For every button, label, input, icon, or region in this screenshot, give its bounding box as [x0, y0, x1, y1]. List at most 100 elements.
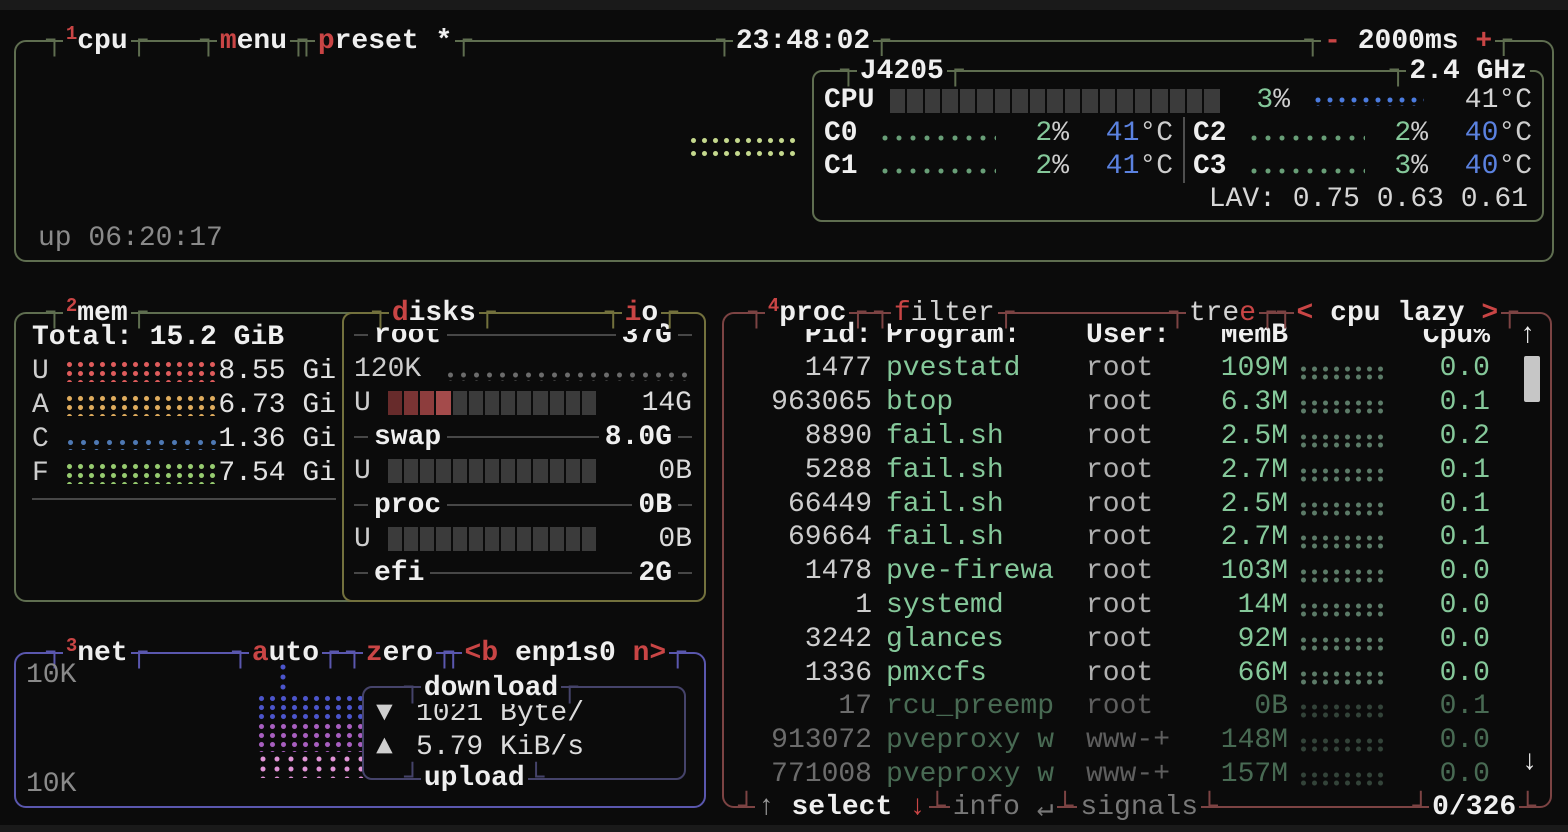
io-mode-button[interactable]: io — [605, 294, 678, 332]
process-row[interactable]: 1477 pvestatd root 109M 0.0 — [736, 352, 1540, 386]
border-stub — [131, 26, 148, 57]
core-label: C0 — [824, 118, 858, 149]
border-stub — [874, 298, 891, 329]
process-row[interactable]: 771008 pveproxy w www-+ 157M 0.0 — [736, 758, 1540, 792]
disk-used-key: U — [354, 455, 371, 487]
process-row[interactable]: 3242 glances root 92M 0.0 — [736, 622, 1540, 656]
menu-label: m enu — [216, 25, 291, 57]
column-cpu[interactable]: Cpu% — [1422, 319, 1490, 351]
core-usage-graph — [1247, 131, 1365, 146]
process-user: root — [1086, 522, 1154, 554]
download-speed-row: ▼ 1021 Byte/ — [376, 696, 674, 730]
filter-label: f ilter — [890, 297, 998, 329]
process-cpu-graph — [1298, 466, 1386, 482]
process-row[interactable]: 69664 fail.sh root 2.7M 0.1 — [736, 521, 1540, 555]
process-row[interactable]: 66449 fail.sh root 2.5M 0.1 — [736, 487, 1540, 521]
signals-button[interactable]: signals — [1077, 788, 1217, 826]
process-user: root — [1086, 589, 1154, 621]
process-cpu: 0.0 — [1439, 353, 1490, 385]
process-pid: 5288 — [804, 454, 872, 486]
disk-section-efi: efi 2G — [354, 556, 692, 590]
core-row-1-3: C1 2% 41°C C3 3% 40°C — [814, 150, 1542, 183]
net-tab-label: 3 net — [62, 635, 131, 669]
sort-next-button[interactable]: > — [1481, 297, 1499, 329]
process-row[interactable]: 8890 fail.sh root 2.5M 0.2 — [736, 420, 1540, 454]
download-speed-value: 1021 Byte/ — [416, 697, 585, 729]
process-cpu: 0.0 — [1439, 556, 1490, 588]
scroll-down-icon[interactable]: ↓ — [1521, 747, 1538, 778]
cpu-tab-label: 1 cpu — [62, 23, 131, 57]
process-pid: 17 — [838, 691, 872, 723]
column-user[interactable]: User: — [1086, 319, 1171, 351]
select-up-icon[interactable]: ↑ — [757, 791, 775, 823]
mem-free-graph — [64, 462, 218, 484]
process-row[interactable]: 1478 pve-firewa root 103M 0.0 — [736, 555, 1540, 589]
mem-available-row: A 6.73 Gi — [32, 388, 336, 422]
process-cpu-graph — [1298, 500, 1386, 516]
process-name: glances — [886, 623, 1004, 655]
uptime-text: up 06:20:17 — [38, 223, 223, 254]
border-stub — [455, 26, 472, 57]
process-cpu: 0.1 — [1439, 454, 1490, 486]
process-pid: 8890 — [804, 420, 872, 452]
core-temp: 40°C — [1464, 118, 1532, 149]
info-button[interactable]: info ↵ — [949, 788, 1074, 826]
process-row[interactable]: 17 rcu_preemp root 0B 0.1 — [736, 690, 1540, 724]
net-next-interface-button[interactable]: n> — [632, 637, 667, 669]
process-row[interactable]: 5288 fail.sh root 2.7M 0.1 — [736, 453, 1540, 487]
process-name: fail.sh — [886, 488, 1004, 520]
sort-prev-button[interactable]: < — [1296, 297, 1314, 329]
process-cpu: 0.0 — [1439, 657, 1490, 689]
process-cpu: 0.0 — [1439, 758, 1490, 790]
process-row[interactable]: 913072 pveproxy w www-+ 148M 0.0 — [736, 724, 1540, 758]
interval-increase-button[interactable]: + — [1475, 25, 1493, 57]
scroll-up-icon[interactable]: ↑ — [1519, 319, 1536, 351]
select-control[interactable]: ↑ select ↓ — [738, 788, 946, 826]
process-cpu-graph — [1298, 770, 1386, 786]
disk-size: 0B — [638, 489, 672, 521]
mem-used-value: 8.55 Gi — [218, 355, 336, 387]
disk-used-meter — [388, 459, 597, 483]
hotkey-3: 3 — [65, 635, 78, 657]
interval-decrease-button[interactable]: - — [1324, 25, 1341, 57]
process-user: root — [1086, 623, 1154, 655]
cpu-detail-box: J4205 2.4 GHz CPU 3% 41°C — [812, 55, 1544, 222]
border-stub — [1495, 26, 1512, 57]
scrollbar-thumb[interactable] — [1524, 356, 1540, 402]
cpu-total-label: CPU — [824, 85, 875, 116]
process-mem: 2.5M — [1220, 420, 1288, 452]
process-row[interactable]: 1 systemd root 14M 0.0 — [736, 589, 1540, 623]
border-stub — [1259, 298, 1276, 329]
net-prev-interface-button[interactable]: <b — [464, 637, 499, 669]
process-row[interactable]: 1336 pmxcfs root 66M 0.0 — [736, 656, 1540, 690]
process-pid: 69664 — [787, 522, 872, 554]
process-row[interactable]: 963065 btop root 6.3M 0.1 — [736, 386, 1540, 420]
download-arrow-icon: ▼ — [376, 697, 393, 729]
process-cpu-graph — [1298, 568, 1386, 584]
net-scale-bottom: 10K — [26, 769, 77, 800]
clock: 23:48:02 — [716, 22, 890, 60]
border-stub — [372, 298, 389, 329]
process-name: pveproxy w — [886, 758, 1055, 790]
border-stub — [873, 26, 890, 57]
net-zero-label: z ero — [362, 637, 437, 669]
select-down-icon[interactable]: ↓ — [909, 791, 926, 823]
process-user: www-+ — [1086, 725, 1171, 757]
border-stub — [738, 792, 755, 823]
border-stub — [479, 298, 496, 329]
border-stub — [1169, 298, 1186, 329]
